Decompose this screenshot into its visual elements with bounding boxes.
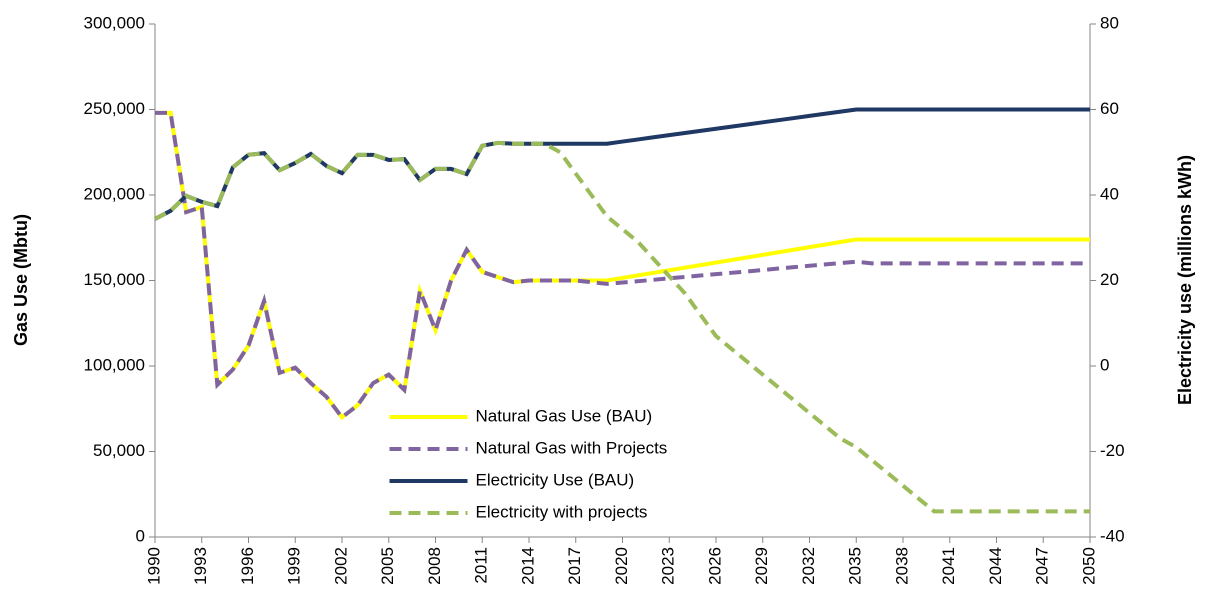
x-tick-label: 2005 bbox=[378, 547, 397, 585]
y2-tick-label: 40 bbox=[1100, 184, 1119, 203]
x-tick-label: 2014 bbox=[518, 547, 537, 585]
series-line bbox=[154, 140, 1090, 514]
legend-label: Electricity with projects bbox=[476, 502, 648, 521]
y-tick-label: 150,000 bbox=[84, 270, 145, 289]
y-tick-label: 300,000 bbox=[84, 13, 145, 32]
y2-tick-label: 60 bbox=[1100, 99, 1119, 118]
x-tick-label: 2002 bbox=[331, 547, 350, 585]
series-line bbox=[155, 110, 1090, 421]
y-tick-label: 250,000 bbox=[84, 99, 145, 118]
x-tick-label: 2032 bbox=[799, 547, 818, 585]
y2-tick-label: 80 bbox=[1100, 13, 1119, 32]
y-tick-label: 0 bbox=[136, 526, 145, 545]
y2-tick-label: 0 bbox=[1100, 355, 1109, 374]
x-tick-label: 2047 bbox=[1033, 547, 1052, 585]
x-tick-label: 1990 bbox=[144, 547, 163, 585]
y2-tick-label: 20 bbox=[1100, 270, 1119, 289]
x-tick-label: 2044 bbox=[986, 547, 1005, 585]
x-tick-label: 2023 bbox=[659, 547, 678, 585]
x-tick-label: 1996 bbox=[238, 547, 257, 585]
x-tick-label: 2041 bbox=[939, 547, 958, 585]
y2-tick-label: -20 bbox=[1100, 441, 1125, 460]
x-tick-label: 2050 bbox=[1079, 547, 1098, 585]
x-tick-label: 2008 bbox=[425, 547, 444, 585]
legend-label: Natural Gas Use (BAU) bbox=[476, 406, 653, 425]
x-tick-label: 2017 bbox=[565, 547, 584, 585]
legend-label: Natural Gas with Projects bbox=[476, 438, 668, 457]
legend-box bbox=[377, 399, 768, 533]
x-tick-label: 1999 bbox=[285, 547, 304, 585]
y-axis-title: Gas Use (Mbtu) bbox=[11, 214, 31, 346]
series-line bbox=[155, 110, 1090, 421]
x-tick-label: 2038 bbox=[892, 547, 911, 585]
y2-axis-title: Electricity use (millions kWh) bbox=[1175, 155, 1195, 405]
x-tick-label: 2029 bbox=[752, 547, 771, 585]
x-tick-label: 2020 bbox=[612, 547, 631, 585]
y-tick-label: 100,000 bbox=[84, 355, 145, 374]
series-line bbox=[154, 107, 1090, 221]
y-tick-label: 50,000 bbox=[93, 441, 145, 460]
x-tick-label: 2011 bbox=[472, 547, 491, 584]
y2-tick-label: -40 bbox=[1100, 526, 1125, 545]
legend-label: Electricity Use (BAU) bbox=[476, 470, 635, 489]
x-tick-label: 2035 bbox=[846, 547, 865, 585]
x-tick-label: 2026 bbox=[705, 547, 724, 585]
x-tick-label: 1993 bbox=[191, 547, 210, 585]
y-tick-label: 200,000 bbox=[84, 184, 145, 203]
